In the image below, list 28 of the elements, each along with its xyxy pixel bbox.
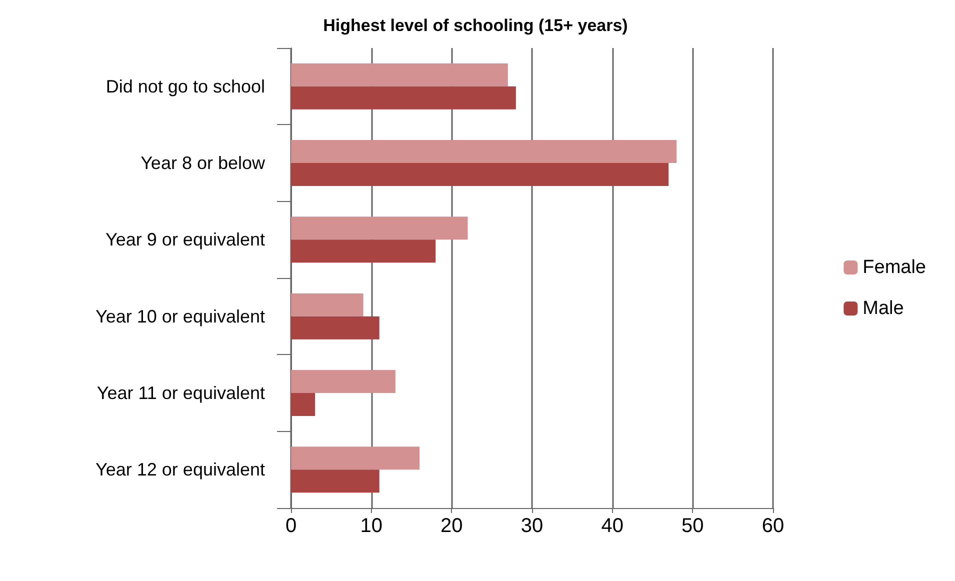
bar — [291, 370, 396, 393]
bar — [291, 470, 380, 493]
y-tick-label: Year 8 or below — [140, 153, 266, 173]
x-tick-label: 30 — [520, 515, 544, 537]
y-tick-label: Year 12 or equivalent — [96, 460, 265, 480]
bar — [291, 63, 508, 86]
chart-title: Highest level of schooling (15+ years) — [323, 16, 628, 35]
legend-label: Male — [862, 298, 904, 319]
bar — [291, 393, 316, 416]
x-tick-label: 60 — [762, 515, 784, 537]
y-tick-label: Year 10 or equivalent — [96, 306, 265, 326]
bar — [291, 240, 436, 263]
x-tick-label: 40 — [601, 515, 624, 537]
bar — [291, 446, 420, 470]
bar — [291, 163, 669, 186]
legend-label: Female — [862, 257, 926, 278]
y-tick-label: Did not go to school — [106, 76, 265, 96]
y-tick-label: Year 9 or equivalent — [106, 230, 265, 250]
x-tick-label: 0 — [285, 515, 297, 537]
bar — [291, 140, 677, 163]
bar — [291, 216, 468, 240]
y-tick-label: Year 11 or equivalent — [96, 383, 265, 403]
bar — [291, 86, 516, 110]
bar — [291, 316, 380, 340]
x-tick-label: 20 — [440, 515, 463, 537]
bar — [291, 293, 364, 316]
x-tick-label: 50 — [682, 515, 704, 537]
x-tick-label: 10 — [360, 515, 382, 537]
